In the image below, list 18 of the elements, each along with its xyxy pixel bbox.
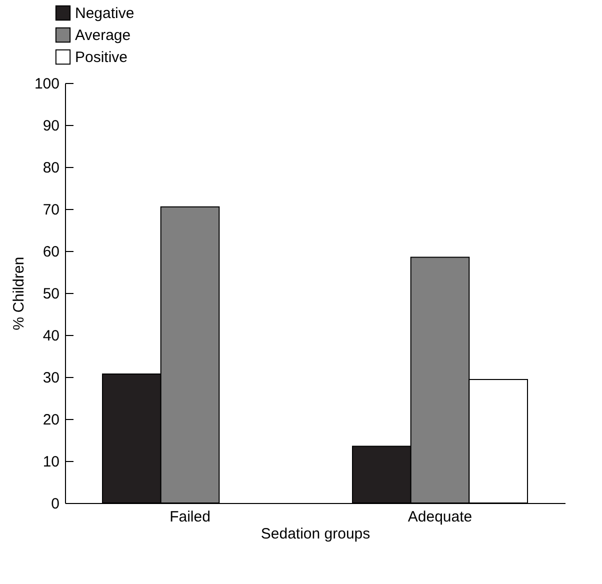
legend-label: Positive (75, 49, 128, 66)
x-tick-label: Failed (170, 508, 210, 526)
legend-label: Negative (75, 5, 134, 22)
y-tick-label: 70 (42, 202, 60, 218)
y-tick-label: 50 (42, 286, 60, 302)
legend-label: Average (75, 27, 131, 44)
y-tick-label: 30 (42, 370, 60, 386)
y-axis-title: % Children (10, 256, 28, 330)
y-tick-label: 80 (42, 160, 60, 176)
y-tick-label: 100 (34, 76, 60, 92)
y-tick-label: 20 (42, 412, 60, 428)
y-tick-label: 60 (42, 244, 60, 260)
y-tick-label: 40 (42, 328, 60, 344)
y-tick-label: 10 (42, 454, 60, 470)
y-tick-label: 90 (42, 118, 60, 134)
x-axis-title: Sedation groups (260, 526, 370, 542)
y-tick-label: 0 (51, 496, 60, 512)
x-tick-label: Adequate (408, 508, 472, 526)
